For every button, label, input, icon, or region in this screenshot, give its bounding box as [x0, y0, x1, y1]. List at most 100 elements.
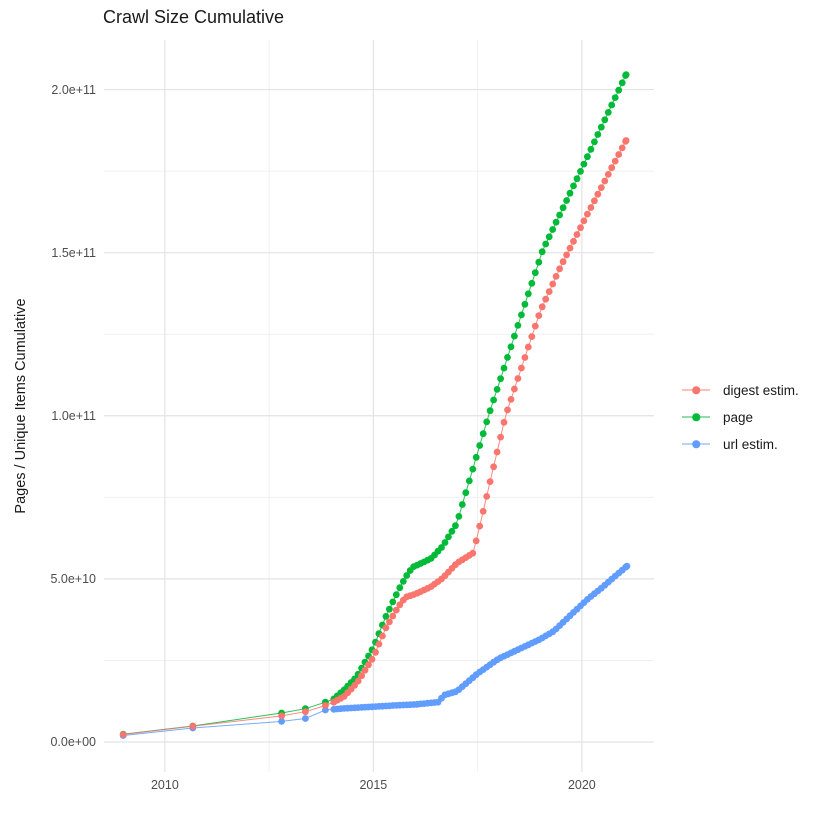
data-point-digest-estim- — [618, 144, 626, 152]
data-point-digest-estim- — [535, 312, 543, 319]
data-point-page — [566, 189, 574, 197]
data-point-page — [458, 501, 466, 508]
data-point-digest-estim- — [604, 171, 612, 178]
data-point-page — [552, 218, 560, 226]
data-point-digest-estim- — [375, 640, 383, 648]
data-point-digest-estim- — [538, 303, 546, 311]
data-point-page — [622, 71, 630, 78]
data-point-page — [528, 279, 536, 287]
data-point-page — [389, 598, 397, 606]
data-point-page — [493, 386, 501, 393]
x-tick-label: 2015 — [359, 778, 388, 792]
data-point-page — [559, 204, 567, 212]
legend: digest estim. page url estim. — [682, 381, 799, 462]
legend-key-icon — [682, 384, 710, 396]
data-point-digest-estim- — [392, 606, 400, 614]
data-point-digest-estim- — [521, 354, 529, 361]
data-point-page — [618, 79, 626, 87]
data-point-page — [518, 311, 525, 319]
data-point-page — [601, 116, 609, 124]
data-point-page — [615, 86, 623, 94]
data-point-page — [577, 168, 584, 175]
data-point-page — [438, 544, 445, 551]
legend-item: digest estim. — [682, 381, 799, 399]
data-point-page — [591, 138, 598, 146]
data-point-digest-estim- — [302, 708, 309, 716]
data-point-page — [545, 233, 553, 241]
data-point-page — [472, 453, 480, 461]
data-point-digest-estim- — [389, 612, 397, 620]
data-point-page — [511, 332, 518, 340]
legend-key-icon — [682, 411, 710, 423]
data-point-digest-estim- — [497, 433, 504, 441]
y-axis-title: Pages / Unique Items Cumulative — [13, 298, 29, 514]
data-point-digest-estim- — [528, 333, 536, 340]
legend-key-icon — [682, 438, 710, 450]
data-point-digest-estim- — [549, 280, 557, 288]
data-point-digest-estim- — [379, 632, 386, 640]
data-point-page — [608, 101, 616, 109]
data-point-page — [531, 269, 539, 277]
data-point-page — [524, 290, 532, 298]
data-point-digest-estim- — [591, 197, 598, 205]
legend-key-dot — [692, 413, 700, 421]
data-point-page — [445, 533, 452, 541]
data-point-digest-estim- — [524, 343, 532, 351]
data-point-digest-estim- — [511, 385, 518, 393]
data-point-page — [452, 522, 459, 530]
data-point-digest-estim- — [368, 656, 376, 663]
legend-item: url estim. — [682, 435, 799, 453]
data-point-page — [483, 418, 491, 426]
data-point-digest-estim- — [570, 237, 577, 245]
legend-label: page — [723, 409, 754, 425]
data-point-page — [542, 240, 550, 248]
data-point-page — [403, 572, 411, 579]
data-point-digest-estim- — [594, 190, 602, 198]
data-point-page — [535, 258, 543, 266]
data-point-digest-estim- — [611, 157, 619, 165]
data-point-digest-estim- — [587, 204, 595, 211]
data-point-page — [587, 145, 595, 153]
data-point-digest-estim- — [119, 731, 127, 738]
data-point-digest-estim- — [278, 712, 285, 720]
data-point-digest-estim- — [472, 537, 480, 545]
data-point-digest-estim- — [573, 231, 581, 238]
y-tick-label: 5.0e+10 — [50, 571, 96, 586]
data-point-page — [556, 211, 563, 219]
data-point-digest-estim- — [479, 507, 487, 515]
data-point-page — [500, 364, 508, 372]
data-point-url-estim- — [623, 562, 631, 570]
data-point-digest-estim- — [514, 375, 522, 382]
data-point-digest-estim- — [189, 722, 197, 730]
data-point-page — [570, 182, 577, 190]
data-point-page — [563, 197, 570, 204]
data-point-digest-estim- — [545, 288, 553, 295]
x-tick-label: 2010 — [150, 778, 179, 792]
data-point-digest-estim- — [580, 217, 588, 225]
data-point-page — [580, 160, 588, 168]
data-point-page — [448, 527, 456, 535]
data-point-digest-estim- — [469, 549, 477, 557]
data-point-digest-estim- — [584, 210, 591, 218]
data-point-digest-estim- — [622, 137, 630, 144]
data-point-page — [462, 489, 470, 497]
data-point-digest-estim- — [386, 618, 393, 626]
data-point-page — [392, 591, 400, 599]
data-point-digest-estim- — [577, 224, 584, 232]
data-point-digest-estim- — [322, 702, 329, 709]
data-point-page — [386, 605, 393, 613]
data-point-digest-estim- — [542, 295, 550, 303]
x-tick-label: 2020 — [567, 778, 596, 792]
legend-key-dot — [692, 386, 700, 394]
data-point-page — [521, 300, 529, 308]
data-point-digest-estim- — [518, 364, 525, 372]
data-point-digest-estim- — [559, 258, 567, 266]
y-tick-label: 2.0e+11 — [51, 82, 96, 97]
legend-label: url estim. — [723, 436, 778, 452]
data-point-digest-estim- — [504, 406, 511, 414]
data-point-page — [573, 175, 581, 183]
data-point-digest-estim- — [552, 273, 560, 280]
y-tick-label: 1.0e+11 — [51, 408, 96, 423]
data-point-page — [476, 442, 484, 449]
